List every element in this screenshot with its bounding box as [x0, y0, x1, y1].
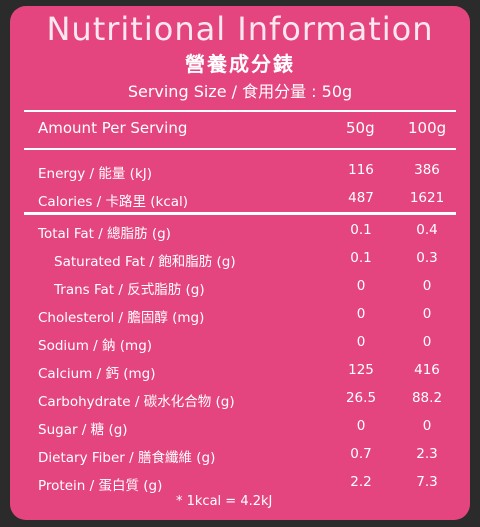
row-value-100g: 0 — [422, 334, 432, 350]
table-row: Sodium / 鈉 (mg) 0 0 — [0, 330, 480, 354]
top-divider — [24, 110, 456, 112]
table-row: Total Fat / 總脂肪 (g) 0.1 0.4 — [0, 218, 480, 242]
row-label: Energy / 能量 (kJ) — [38, 166, 153, 182]
table-row: Saturated Fat / 飽和脂肪 (g) 0.1 0.3 — [0, 246, 480, 270]
row-value-50g: 0 — [356, 334, 366, 350]
row-label: Calcium / 鈣 (mg) — [38, 366, 156, 382]
row-value-50g: 0 — [356, 278, 366, 294]
row-value-100g: 88.2 — [411, 390, 443, 406]
row-label: Cholesterol / 膽固醇 (mg) — [38, 310, 205, 326]
row-value-50g: 0.1 — [350, 250, 372, 266]
column-header-100g: 100g — [408, 119, 447, 137]
row-label: Total Fat / 總脂肪 (g) — [38, 226, 171, 242]
row-value-100g: 7.3 — [416, 474, 438, 490]
row-value-100g: 0.4 — [416, 222, 438, 238]
row-value-50g: 116 — [348, 162, 374, 178]
row-label: Calories / 卡路里 (kcal) — [38, 194, 189, 210]
row-value-50g: 0.1 — [350, 222, 372, 238]
row-value-50g: 125 — [348, 362, 374, 378]
row-value-100g: 2.3 — [416, 446, 438, 462]
header-divider — [24, 148, 456, 150]
table-row: Calories / 卡路里 (kcal) 487 1621 — [0, 186, 480, 210]
serving-size: Serving Size / 食用分量 : 50g — [127, 82, 353, 101]
table-row: Carbohydrate / 碳水化合物 (g) 26.5 88.2 — [0, 386, 480, 410]
row-value-100g: 416 — [414, 362, 440, 378]
row-value-50g: 2.2 — [350, 474, 372, 490]
amount-per-serving-header: Amount Per Serving — [38, 119, 188, 137]
row-value-50g: 0.7 — [350, 446, 372, 462]
table-row: Dietary Fiber / 膳食纖維 (g) 0.7 2.3 — [0, 442, 480, 466]
row-label: Saturated Fat / 飽和脂肪 (g) — [54, 254, 236, 270]
row-value-50g: 0 — [356, 418, 366, 434]
row-value-100g: 1621 — [409, 190, 445, 206]
table-row: Trans Fat / 反式脂肪 (g) 0 0 — [0, 274, 480, 298]
row-value-100g: 0.3 — [416, 250, 438, 266]
row-value-100g: 0 — [422, 278, 432, 294]
row-value-100g: 0 — [422, 306, 432, 322]
table-row: Calcium / 鈣 (mg) 125 416 — [0, 358, 480, 382]
nutrition-card — [10, 6, 470, 520]
row-value-50g: 487 — [348, 190, 374, 206]
row-label: Sugar / 糖 (g) — [38, 422, 128, 438]
table-row: Cholesterol / 膽固醇 (mg) 0 0 — [0, 302, 480, 326]
row-label: Protein / 蛋白質 (g) — [38, 478, 163, 494]
table-row: Sugar / 糖 (g) 0 0 — [0, 414, 480, 438]
row-value-50g: 0 — [356, 306, 366, 322]
row-value-100g: 386 — [414, 162, 440, 178]
row-label: Sodium / 鈉 (mg) — [38, 338, 153, 354]
column-header-50g: 50g — [346, 119, 375, 137]
row-label: Carbohydrate / 碳水化合物 (g) — [38, 394, 235, 410]
row-label: Dietary Fiber / 膳食纖維 (g) — [38, 450, 216, 466]
row-value-100g: 0 — [422, 418, 432, 434]
row-label: Trans Fat / 反式脂肪 (g) — [54, 282, 205, 298]
row-value-50g: 26.5 — [345, 390, 377, 406]
section-divider — [24, 212, 456, 215]
footnote: * 1kcal = 4.2kJ — [176, 494, 273, 509]
chinese-title: 營養成分錶 — [185, 52, 295, 76]
table-row: Energy / 能量 (kJ) 116 386 — [0, 158, 480, 182]
table-row: Protein / 蛋白質 (g) 2.2 7.3 — [0, 470, 480, 494]
page-title: Nutritional Information — [46, 10, 434, 48]
